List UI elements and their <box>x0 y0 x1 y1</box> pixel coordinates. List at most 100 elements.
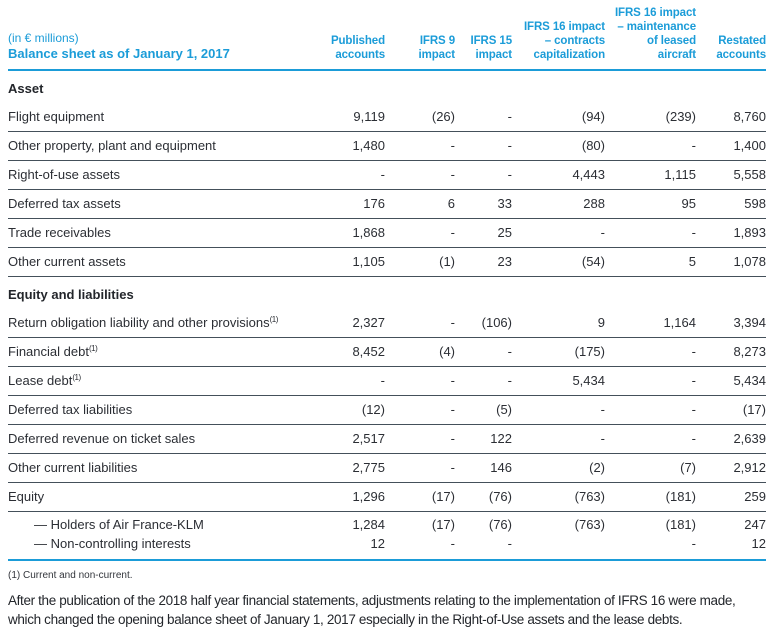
cell-value: (17) <box>431 517 455 533</box>
row-label-text: — Holders of Air France-KLM <box>34 517 204 533</box>
closing-paragraph: After the publication of the 2018 half y… <box>8 593 736 627</box>
cell-value: (181) <box>665 489 696 505</box>
cell-value: - <box>380 167 385 183</box>
section-header-equity-liabilities: Equity and liabilities <box>8 287 134 303</box>
table-row: — Non-controlling interests 12 - - - 12 <box>8 534 766 553</box>
cell-value: 1,078 <box>733 254 766 270</box>
column-header-published-accounts: Published accounts <box>330 35 385 62</box>
cell-value: (2) <box>589 460 605 476</box>
row-label: Financial debt(1) <box>8 338 307 366</box>
table-row: Other current liabilities 2,775 - 146 (2… <box>8 454 766 484</box>
cell-value: 1,115 <box>664 167 696 183</box>
cell-value: - <box>691 138 696 154</box>
row-label-text: Other current assets <box>8 254 126 270</box>
cell-value: - <box>450 315 455 331</box>
cell-value: (17) <box>742 402 766 418</box>
cell-value: 1,480 <box>352 138 385 154</box>
cell-value: - <box>507 138 512 154</box>
row-label-text: Deferred revenue on ticket sales <box>8 431 196 447</box>
row-label: Right-of-use assets <box>8 161 307 189</box>
row-label: Return obligation liability and other pr… <box>8 309 307 337</box>
page-title: Balance sheet as of January 1, 2017 <box>8 46 230 62</box>
row-label-text: Return obligation liability and other pr… <box>8 315 270 331</box>
cell-value: 1,893 <box>733 225 766 241</box>
cell-value: - <box>600 225 605 241</box>
cell-value: (80) <box>581 138 605 154</box>
footnote-marker: (1) <box>72 373 81 383</box>
cell-value: 8,273 <box>733 344 766 360</box>
cell-value: 3,394 <box>733 315 766 331</box>
cell-value: (7) <box>680 460 696 476</box>
cell-value: (239) <box>665 109 696 125</box>
table-row: Flight equipment 9,119 (26) - (94) (239)… <box>8 103 766 133</box>
cell-value: 5,434 <box>733 373 766 389</box>
cell-value: - <box>450 402 455 418</box>
column-header-ifrs16-contracts: IFRS 16 impact – contracts capitalizatio… <box>523 21 605 62</box>
cell-value: (94) <box>581 109 605 125</box>
row-label-text: Flight equipment <box>8 109 105 125</box>
cell-value: 4,443 <box>572 167 605 183</box>
cell-value: 2,775 <box>352 460 385 476</box>
cell-value: 12 <box>370 536 385 552</box>
row-label: Deferred tax assets <box>8 190 307 218</box>
row-label: Lease debt(1) <box>8 367 307 395</box>
row-label-text: Lease debt <box>8 373 73 389</box>
table-row: Lease debt(1) - - - 5,434 - 5,434 <box>8 367 766 397</box>
cell-value: - <box>450 431 455 447</box>
column-header-restated-accounts: Restated accounts <box>716 35 766 62</box>
column-header-ifrs16-maintenance: IFRS 16 impact – maintenance of leased a… <box>614 7 696 62</box>
cell-value: (1) <box>439 254 455 270</box>
row-label: Flight equipment <box>8 103 307 131</box>
section-header-asset: Asset <box>8 81 44 97</box>
row-label-text: Other current liabilities <box>8 460 138 476</box>
cell-value: 1,400 <box>733 138 766 154</box>
cell-value: 288 <box>583 196 605 212</box>
cell-value: - <box>507 167 512 183</box>
cell-value: 1,868 <box>352 225 385 241</box>
cell-value: 5 <box>688 254 696 270</box>
footnote: (1) Current and non-current. <box>8 570 133 582</box>
cell-value <box>512 542 605 546</box>
cell-value: 1,284 <box>352 517 385 533</box>
cell-value: (763) <box>574 517 605 533</box>
table-row: Financial debt(1) 8,452 (4) - (175) - 8,… <box>8 338 766 368</box>
row-label-text: Deferred tax assets <box>8 196 121 212</box>
cell-value: 23 <box>497 254 512 270</box>
cell-value: - <box>450 138 455 154</box>
row-label: Deferred revenue on ticket sales <box>8 425 307 453</box>
table-row: Trade receivables 1,868 - 25 - - 1,893 <box>8 219 766 249</box>
cell-value: (76) <box>488 489 512 505</box>
cell-value: (175) <box>574 344 605 360</box>
cell-value: - <box>450 536 455 552</box>
row-label: — Holders of Air France-KLM <box>8 515 307 534</box>
cell-value: - <box>691 402 696 418</box>
row-label: Other property, plant and equipment <box>8 132 307 160</box>
table-row: Equity 1,296 (17) (76) (763) (181) 259 <box>8 483 766 513</box>
cell-value: (17) <box>431 489 455 505</box>
cell-value: 9,119 <box>353 109 385 125</box>
row-label: Deferred tax liabilities <box>8 396 307 424</box>
cell-value: - <box>380 373 385 389</box>
cell-value: 2,517 <box>352 431 385 447</box>
unit-label: (in € millions) <box>8 31 79 46</box>
cell-value: (4) <box>439 344 455 360</box>
cell-value: 12 <box>751 536 766 552</box>
cell-value: 9 <box>597 315 605 331</box>
cell-value: - <box>691 536 696 552</box>
cell-value: 2,639 <box>733 431 766 447</box>
cell-value: - <box>691 344 696 360</box>
row-label-text: Equity <box>8 489 45 505</box>
row-label-text: Deferred tax liabilities <box>8 402 133 418</box>
cell-value: 1,164 <box>663 315 696 331</box>
cell-value: 247 <box>744 517 766 533</box>
row-label: — Non-controlling interests <box>8 534 307 553</box>
table-row: Right-of-use assets - - - 4,443 1,115 5,… <box>8 161 766 191</box>
cell-value: 6 <box>447 196 455 212</box>
cell-value: 5,434 <box>572 373 605 389</box>
cell-value: - <box>450 460 455 476</box>
cell-value: - <box>691 373 696 389</box>
column-header-ifrs15-impact: IFRS 15 impact <box>470 35 513 62</box>
cell-value: (76) <box>488 517 512 533</box>
cell-value: 2,912 <box>733 460 766 476</box>
cell-value: (26) <box>431 109 455 125</box>
